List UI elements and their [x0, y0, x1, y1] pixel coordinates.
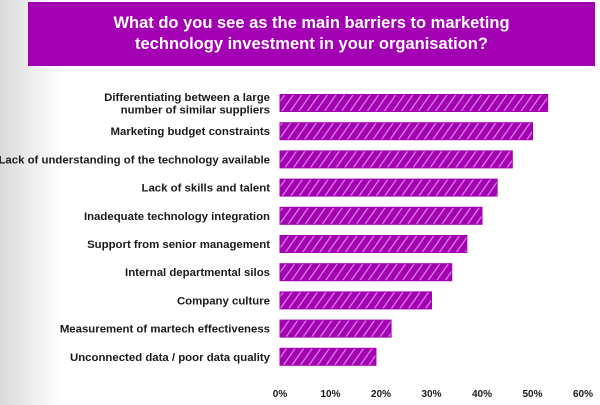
bar-1 — [279, 94, 549, 112]
category-label-5: Inadequate technology integration — [84, 211, 270, 223]
bar-4 — [279, 178, 498, 197]
bar-5 — [279, 206, 483, 225]
category-labels: Differentiating between a large number of… — [0, 92, 271, 364]
category-label-3: Lack of understanding of the technology … — [0, 154, 270, 166]
bar-7 — [279, 263, 453, 282]
bars-layer — [279, 94, 549, 366]
bar-2 — [279, 122, 533, 141]
category-label-6: Support from senior management — [87, 239, 270, 251]
x-tick-label-30: 30% — [421, 389, 441, 400]
x-tick-label-20: 20% — [371, 389, 391, 400]
chart-title: What do you see as the main barriers to … — [113, 14, 510, 53]
category-label-9: Measurement of martech effectiveness — [60, 324, 270, 336]
x-tick-label-10: 10% — [320, 389, 340, 400]
x-tick-label-60: 60% — [573, 389, 593, 400]
bar-8 — [279, 291, 432, 310]
title-banner: What do you see as the main barriers to … — [28, 2, 595, 66]
category-label-4: Lack of skills and talent — [141, 183, 270, 195]
x-tick-label-40: 40% — [472, 389, 492, 400]
x-axis: 0% 10% 20% 30% 40% 50% 60% — [273, 389, 593, 400]
category-label-1: Differentiating between a large number of… — [104, 92, 270, 117]
bar-3 — [279, 150, 513, 169]
x-tick-label-0: 0% — [273, 389, 288, 400]
background-shade — [0, 0, 62, 405]
bar-10 — [279, 347, 377, 366]
category-label-10: Unconnected data / poor data quality — [70, 352, 271, 364]
bar-9 — [279, 319, 392, 338]
category-label-8: Company culture — [177, 295, 270, 307]
x-tick-label-50: 50% — [522, 389, 542, 400]
bar-6 — [279, 235, 468, 253]
category-label-2: Marketing budget constraints — [111, 126, 271, 138]
category-label-7: Internal departmental silos — [125, 267, 270, 279]
